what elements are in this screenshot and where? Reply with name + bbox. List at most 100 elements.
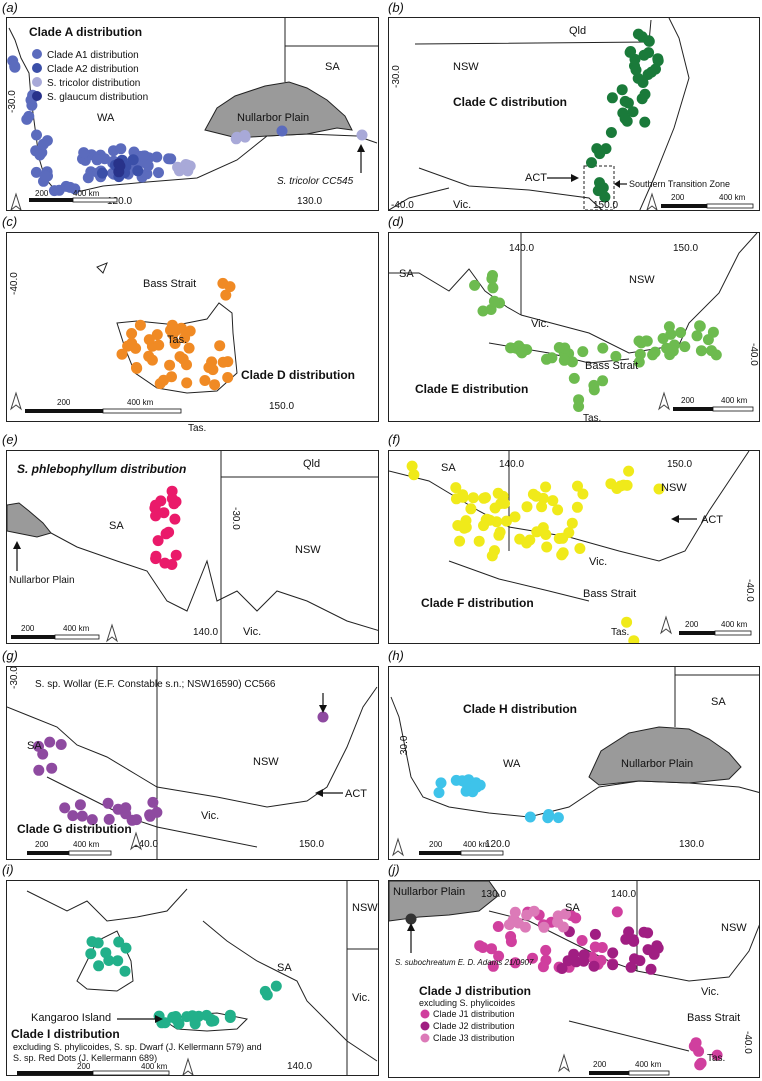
clade-g-dot <box>317 711 329 723</box>
clade-f-dot <box>480 492 491 504</box>
clade-j1-dot <box>596 942 608 953</box>
tricolor-dot <box>356 129 368 141</box>
legend-a2: Clade A2 distribution <box>47 64 139 75</box>
clade-f-dot <box>501 515 512 527</box>
clade-a2-dot <box>96 167 108 179</box>
bass-strait-label: Bass Strait <box>583 588 636 600</box>
nullarbor-label: Nullarbor Plain <box>9 575 75 586</box>
clade-j2-dot <box>568 948 580 960</box>
clade-j1-dot <box>688 1040 700 1052</box>
clade-a1-dot <box>151 151 163 163</box>
sa-label: SA <box>27 740 42 752</box>
clade-h-dot <box>450 774 462 786</box>
scale-200: 200 <box>77 1062 91 1071</box>
clade-c-dot <box>606 92 618 104</box>
clade-i-dot <box>113 936 125 948</box>
clade-i-dot <box>85 948 97 960</box>
panel-a-title: Clade A distribution <box>29 25 142 39</box>
bass-strait-label: Bass Strait <box>687 1012 740 1024</box>
arrow-icon <box>155 1015 163 1023</box>
lat-label: -40.0 <box>742 1031 753 1054</box>
clade-j2-dot <box>645 963 657 975</box>
clade-h-dot <box>435 777 447 789</box>
panel-h-title: Clade H distribution <box>463 702 577 716</box>
clade-f-dot <box>552 504 564 516</box>
clade-c-dot <box>632 72 644 84</box>
clade-e-dot <box>661 342 673 354</box>
clade-h-dot <box>433 787 445 799</box>
clade-f-dot <box>621 616 633 628</box>
clade-c-dot <box>594 148 606 160</box>
clade-e-dot <box>695 345 707 357</box>
clade-a1-dot <box>31 129 42 141</box>
clade-j1-dot <box>505 936 517 948</box>
arrow-icon <box>13 541 21 549</box>
tas-label: Tas. <box>611 627 629 638</box>
clade-g-dot <box>55 739 67 750</box>
clade-a1-dot <box>138 150 150 162</box>
clade-d-dot <box>169 338 181 349</box>
clade-j1-dot <box>537 961 549 973</box>
clade-d-dot <box>181 359 192 371</box>
clade-e-dot <box>706 345 717 357</box>
clade-d-dot <box>214 340 226 352</box>
lon-label-130: 130.0 <box>297 196 322 207</box>
clade-a1-dot <box>69 183 81 195</box>
clade-i-dot <box>205 1015 217 1027</box>
clade-f-dot <box>495 498 507 509</box>
vic-label: Vic. <box>453 199 471 211</box>
clade-d-dot <box>222 372 234 383</box>
clade-c-dot <box>638 49 650 61</box>
lat-label: -40.0 <box>748 343 759 366</box>
sa-label: SA <box>277 962 292 974</box>
sa-label: SA <box>325 61 340 73</box>
clade-d-dot <box>134 319 146 331</box>
lat-label-40: -40.0 <box>391 200 414 211</box>
clade-e-dot <box>675 327 687 338</box>
nsw-label: NSW <box>253 756 279 768</box>
clade-f-dot <box>509 511 521 523</box>
scale-bar <box>679 631 715 635</box>
clade-g-dot <box>86 814 98 826</box>
clade-e-dot <box>597 342 609 354</box>
panel-g-map: S. sp. Wollar (E.F. Constable s.n.; NSW1… <box>6 666 379 860</box>
clade-f-dot <box>408 469 420 481</box>
nullarbor-plain <box>588 726 742 786</box>
clade-e-dot <box>640 335 652 347</box>
arrow-icon <box>571 174 579 182</box>
clade-f-dot <box>557 532 569 544</box>
panel-d-title: Clade E distribution <box>415 382 528 396</box>
clade-d-dot <box>154 378 166 390</box>
legend-dot-j2 <box>420 1021 430 1031</box>
clade-j1-dot <box>493 950 505 962</box>
north-arrow-icon <box>10 391 22 411</box>
scale-400: 400 km <box>719 193 746 202</box>
clade-j2-dot <box>638 926 650 938</box>
clade-j2-dot <box>607 947 619 959</box>
clade-a2-dot <box>132 165 144 177</box>
tas-label-below: Tas. <box>188 423 207 434</box>
clade-i-dot <box>159 1017 171 1029</box>
panel-e-title: S. phlebophyllum distribution <box>17 462 186 476</box>
scale-bar <box>17 1071 93 1075</box>
clade-e-dot <box>553 342 565 353</box>
vic-label: Vic. <box>701 986 719 998</box>
clade-f-dot <box>618 479 629 491</box>
scale-200: 200 <box>681 396 695 405</box>
clade-f-dot <box>628 635 640 643</box>
lon-label-140: 140.0 <box>611 889 636 900</box>
panel-b-map: Qld NSW Clade C distribution ACT Souther… <box>388 17 760 211</box>
clade-c-dot <box>652 53 664 65</box>
clade-c-dot <box>624 46 636 58</box>
clade-f-dot <box>577 488 589 500</box>
panel-b-title: Clade C distribution <box>453 95 567 109</box>
nullarbor-plain <box>389 881 500 922</box>
scale-bar <box>27 851 69 855</box>
clade-c-dot <box>632 28 644 40</box>
panel-f-map: SA NSW Vic. ACT Bass Strait Tas. Clade F… <box>388 450 760 644</box>
panel-g-label: (g) <box>2 648 18 663</box>
scale-400: 400 km <box>141 1062 168 1071</box>
panel-a-label: (a) <box>2 0 18 15</box>
lon-label-150: 150.0 <box>673 243 698 254</box>
glaucum-dot <box>114 160 126 172</box>
